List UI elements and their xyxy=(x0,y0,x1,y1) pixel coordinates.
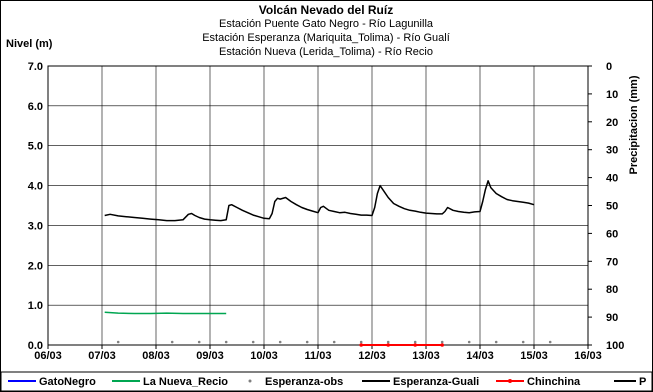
y2-tick-label: 40 xyxy=(606,173,618,185)
series-point-esperanza-obs xyxy=(413,340,417,344)
y2-axis-title: Precipitacion (mm) xyxy=(628,75,640,174)
x-tick-label: 14/03 xyxy=(466,350,494,362)
y2-tick-label: 20 xyxy=(606,117,618,129)
y2-tick-label: 60 xyxy=(606,228,618,240)
series-point-esperanza-obs xyxy=(305,340,309,344)
series-point-esperanza-obs xyxy=(386,340,390,344)
y-axis-title: Nivel (m) xyxy=(6,38,53,50)
ticks-layer: 0.0 1.0 2.0 3.0 4.0 5.0 6.0 7.0 06/03 07/03 08/03 0… xyxy=(28,61,625,362)
y2-tick-label: 100 xyxy=(606,340,624,352)
x-tick-label: 12/03 xyxy=(358,350,386,362)
legend-label-esperanza-guali: Esperanza-Guali xyxy=(393,376,479,388)
x-tick-label: 16/03 xyxy=(574,350,602,362)
y2-tick-label: 90 xyxy=(606,312,618,324)
x-tick-label: 15/03 xyxy=(520,350,548,362)
chart-title: Volcán Nevado del Ruíz xyxy=(259,3,393,17)
y-tick-label: 2.0 xyxy=(28,260,43,272)
y-tick-label: 4.0 xyxy=(28,181,43,193)
y-tick-label: 7.0 xyxy=(28,61,43,73)
series-point-chinchina xyxy=(440,343,445,347)
chart-subtitle-2: Estación Esperanza (Mariquita_Tolima) - … xyxy=(202,32,450,44)
legend-dot-chinchina xyxy=(508,379,512,383)
series-point-esperanza-obs xyxy=(521,340,525,344)
series-point-esperanza-obs xyxy=(116,340,120,344)
legend-label-esperanza-obs: Esperanza-obs xyxy=(265,376,343,388)
y-tick-label: 5.0 xyxy=(28,141,43,153)
y-tick-label: 1.0 xyxy=(28,300,43,312)
legend-label-chinchina: Chinchina xyxy=(527,376,581,388)
series-point-chinchina xyxy=(413,343,418,347)
x-tick-label: 06/03 xyxy=(34,350,62,362)
chart-subtitle-3: Estación Nueva (Lerida_Tolima) - Río Rec… xyxy=(219,46,433,58)
series-layer xyxy=(104,180,552,347)
legend-dot-esperanza-obs xyxy=(248,379,252,383)
legend-label-p: P xyxy=(639,376,646,388)
series-line-la-nueva-recio xyxy=(104,311,227,315)
x-tick-label: 11/03 xyxy=(305,350,332,362)
grid-layer xyxy=(48,66,588,345)
series-point-chinchina xyxy=(359,343,364,347)
x-tick-label: 10/03 xyxy=(250,350,278,362)
y-tick-label: 6.0 xyxy=(28,101,43,113)
x-tick-label: 07/03 xyxy=(88,350,116,362)
series-point-esperanza-obs xyxy=(494,340,498,344)
y2-tick-label: 10 xyxy=(606,89,618,101)
series-line-esperanza-guali xyxy=(104,180,535,222)
series-point-esperanza-obs xyxy=(251,340,255,344)
y2-tick-label: 30 xyxy=(606,145,618,157)
legend-label-gatonegro: GatoNegro xyxy=(39,376,96,388)
series-point-esperanza-obs xyxy=(170,340,174,344)
series-point-esperanza-obs xyxy=(440,340,444,344)
y2-tick-label: 0 xyxy=(606,61,612,73)
y2-tick-label: 80 xyxy=(606,284,618,296)
y-tick-label: 0.0 xyxy=(28,340,43,352)
series-point-esperanza-obs xyxy=(278,340,282,344)
series-point-esperanza-obs xyxy=(467,340,471,344)
y2-tick-label: 50 xyxy=(606,201,618,213)
y-tick-label: 3.0 xyxy=(28,220,43,232)
x-tick-label: 13/03 xyxy=(412,350,440,362)
series-point-esperanza-obs xyxy=(359,340,363,344)
chart-subtitle-1: Estación Puente Gato Negro - Río Lagunil… xyxy=(219,18,434,30)
x-tick-label: 08/03 xyxy=(142,350,170,362)
series-point-chinchina xyxy=(386,343,391,347)
series-point-esperanza-obs xyxy=(197,340,201,344)
legend-box xyxy=(0,371,653,392)
x-tick-label: 09/03 xyxy=(196,350,224,362)
series-point-esperanza-obs xyxy=(332,340,336,344)
series-point-esperanza-obs xyxy=(548,340,552,344)
legend: GatoNegro La Nueva_Recio Esperanza-obs Espe… xyxy=(8,376,646,388)
series-point-esperanza-obs xyxy=(224,340,228,344)
legend-label-la-nueva-recio: La Nueva_Recio xyxy=(143,376,228,388)
y2-tick-label: 70 xyxy=(606,256,618,268)
